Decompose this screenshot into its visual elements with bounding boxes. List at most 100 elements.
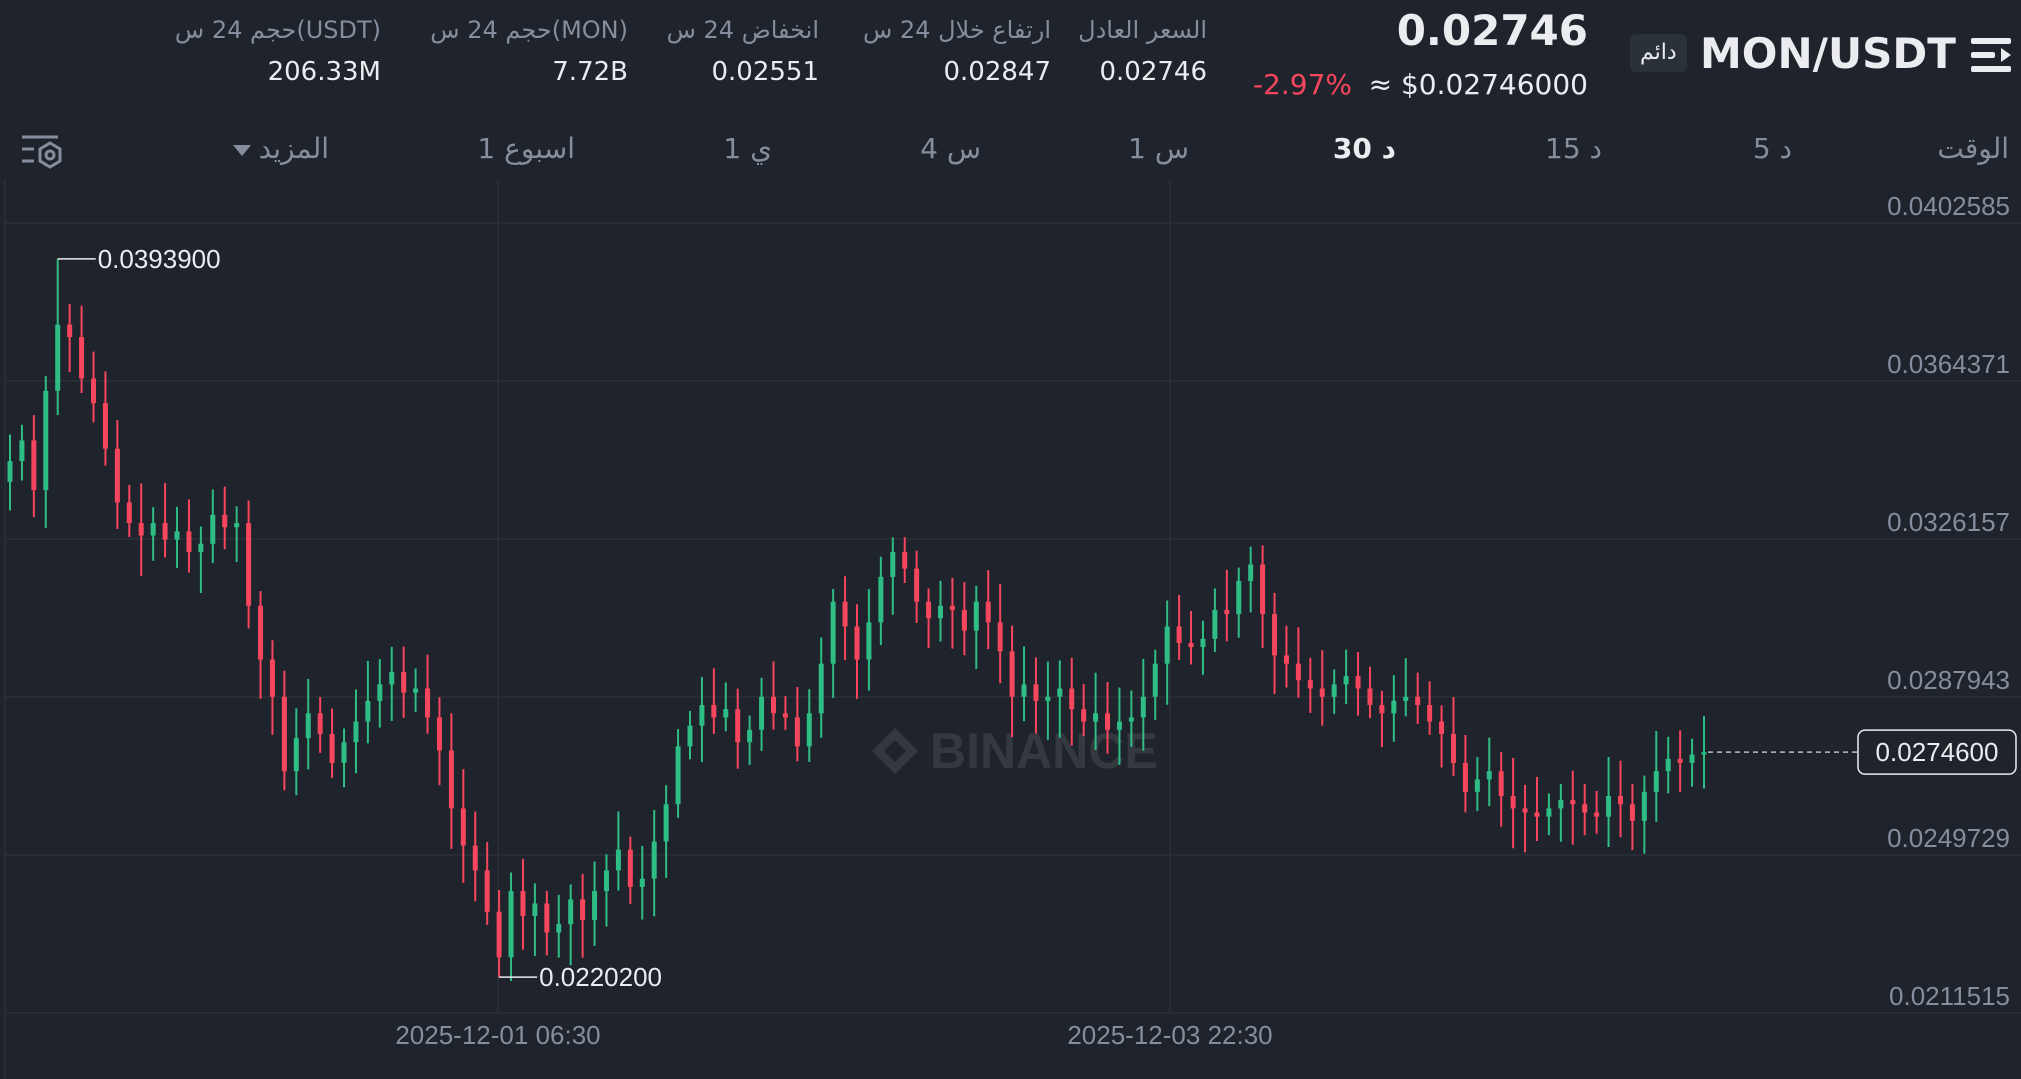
candle-body bbox=[484, 870, 490, 912]
candle-body bbox=[961, 609, 967, 631]
candle-body bbox=[973, 601, 979, 631]
candle-body bbox=[830, 601, 836, 664]
x-tick-label: 2025-12-01 06:30 bbox=[395, 1020, 600, 1050]
candle-body bbox=[222, 514, 228, 528]
candle-body bbox=[615, 849, 621, 871]
candle-body bbox=[413, 688, 419, 693]
candle-body bbox=[1510, 795, 1516, 809]
candle-body bbox=[401, 671, 407, 693]
candle-body bbox=[782, 713, 788, 718]
time-axis: 2025-12-01 06:30 2025-12-03 22:30 bbox=[395, 1020, 1272, 1050]
stat-label: ارتفاع خلال 24 س bbox=[862, 16, 1051, 44]
binance-logo-watermark bbox=[872, 728, 918, 774]
candle-body bbox=[1045, 696, 1051, 701]
candle-body bbox=[1570, 800, 1576, 805]
interval-1w[interactable]: 1 اسبوع bbox=[477, 132, 575, 165]
candle-body bbox=[436, 717, 442, 751]
candle-body bbox=[91, 378, 97, 404]
chart-settings-icon[interactable] bbox=[20, 131, 64, 171]
stat-24h-volume-usdt: حجم 24 س(USDT) 206.33M bbox=[175, 14, 381, 94]
candle-body bbox=[1629, 804, 1635, 821]
ticker-header: MON/USDT دائم 0.02746 ≈ $0.02746000 -2.9… bbox=[0, 0, 2021, 110]
interval-4h[interactable]: 4 س bbox=[920, 132, 981, 165]
candle-body bbox=[150, 523, 156, 536]
candle-body bbox=[544, 903, 550, 933]
candle-body bbox=[794, 717, 800, 747]
interval-5m[interactable]: 5 د bbox=[1752, 132, 1792, 165]
y-tick-label: 0.0211515 bbox=[1889, 981, 2010, 1011]
interval-15m[interactable]: 15 د bbox=[1545, 132, 1602, 165]
candle-body bbox=[1331, 684, 1337, 697]
candle-body bbox=[914, 568, 920, 602]
candle-body bbox=[1617, 795, 1623, 805]
usd-price: ≈ $0.02746000 bbox=[1368, 68, 1588, 101]
candle-body bbox=[842, 601, 848, 627]
candle-body bbox=[341, 742, 347, 763]
candle-body bbox=[126, 502, 132, 524]
candle-body bbox=[890, 552, 896, 577]
interval-1d[interactable]: 1 ي bbox=[723, 132, 772, 165]
candle-body bbox=[949, 605, 955, 610]
candle-body bbox=[1534, 812, 1540, 817]
y-tick-label: 0.0287943 bbox=[1887, 665, 2010, 695]
candle-body bbox=[1582, 804, 1588, 813]
candle-body bbox=[1236, 580, 1242, 615]
candle-body bbox=[985, 601, 991, 623]
candle-body bbox=[1439, 721, 1445, 734]
candle-body bbox=[627, 849, 633, 887]
pair-symbol[interactable]: MON/USDT bbox=[1700, 29, 1956, 78]
candle-body bbox=[675, 746, 681, 805]
candle-body bbox=[353, 721, 359, 743]
interval-1h[interactable]: 1 س bbox=[1128, 132, 1189, 165]
candle-body bbox=[1391, 700, 1397, 714]
candle-body bbox=[79, 337, 85, 379]
candle-body bbox=[1427, 705, 1433, 722]
current-price-tag bbox=[1857, 729, 2017, 775]
candle-body bbox=[389, 671, 395, 685]
chart-grid bbox=[4, 180, 2021, 1079]
candle-body bbox=[425, 688, 431, 718]
candle-body bbox=[1188, 643, 1194, 648]
candle-body bbox=[1522, 808, 1528, 813]
candle-body bbox=[1069, 688, 1075, 710]
candle-body bbox=[1260, 564, 1266, 615]
candle-body bbox=[114, 448, 120, 503]
candle-body bbox=[1224, 609, 1230, 615]
stat-label: حجم 24 س(MON) bbox=[430, 16, 628, 44]
candle-body bbox=[269, 659, 275, 697]
binance-watermark: BINANCE bbox=[872, 723, 1158, 779]
candle-body bbox=[926, 601, 932, 619]
candle-body bbox=[1319, 688, 1325, 697]
candle-body bbox=[735, 709, 741, 743]
candle-body bbox=[1105, 713, 1111, 730]
candle-body bbox=[1498, 771, 1504, 796]
stat-label: حجم 24 س(USDT) bbox=[174, 16, 381, 44]
time-label[interactable]: الوقت bbox=[1937, 132, 2009, 165]
interval-30m[interactable]: 30 د bbox=[1332, 132, 1396, 165]
candle-body bbox=[938, 605, 944, 619]
candle-body bbox=[1343, 676, 1349, 685]
menu-icon[interactable] bbox=[1969, 34, 2013, 76]
candle-body bbox=[1379, 705, 1385, 714]
candle-body bbox=[210, 514, 216, 544]
more-intervals-dropdown[interactable]: المزيد bbox=[232, 132, 329, 165]
candle-body bbox=[198, 543, 204, 553]
candle-body bbox=[770, 696, 776, 714]
candle-body bbox=[1558, 800, 1564, 809]
candle-body bbox=[1701, 752, 1707, 755]
candle-body bbox=[1009, 651, 1015, 697]
candle-body bbox=[592, 891, 598, 921]
candle-body bbox=[102, 403, 108, 449]
candle-body bbox=[1486, 771, 1492, 780]
candle-body bbox=[1450, 733, 1456, 763]
candle-body bbox=[1594, 812, 1600, 817]
candle-body bbox=[1677, 758, 1683, 763]
candle-body bbox=[1641, 791, 1647, 821]
candle-body bbox=[258, 605, 264, 660]
candlestick-chart[interactable]: BINANCE 0.0393900 0.0220200 0.0274600 0.04… bbox=[0, 180, 2021, 1079]
candle-body bbox=[1367, 688, 1373, 706]
candle-body bbox=[1128, 717, 1134, 722]
candles bbox=[7, 258, 1707, 982]
candle-body bbox=[1021, 684, 1027, 697]
candle-body bbox=[580, 899, 586, 921]
